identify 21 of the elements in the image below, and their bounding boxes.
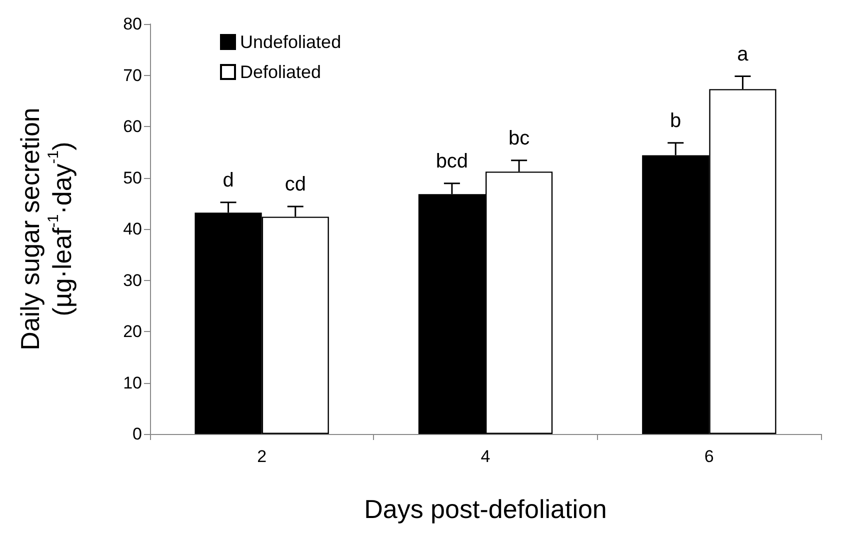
legend-label: Defoliated	[240, 62, 322, 82]
annotation: b	[670, 110, 682, 132]
x-tick-label: 4	[480, 447, 490, 466]
annotation: bc	[508, 127, 530, 150]
y-tick-label: 10	[123, 373, 142, 392]
legend-label: Undefoliated	[240, 32, 342, 52]
y-tick-label: 70	[123, 66, 142, 85]
y-tick-label: 60	[123, 117, 142, 136]
annotation: bcd	[436, 150, 468, 172]
y-tick-label: 40	[123, 220, 142, 238]
y-tick-label: 50	[123, 168, 142, 188]
y-tick-label: 20	[123, 322, 142, 341]
x-tick-label: 2	[257, 447, 267, 466]
annotation: d	[222, 169, 234, 192]
annotation: cd	[284, 173, 306, 196]
x-tick-label: 6	[704, 447, 714, 466]
x-axis-title: Days post-defoliation	[364, 494, 607, 524]
y-tick-label: 80	[123, 14, 142, 34]
annotation: a	[737, 43, 750, 66]
y-tick-label: 30	[123, 270, 142, 290]
y-tick-label: 0	[132, 424, 142, 444]
